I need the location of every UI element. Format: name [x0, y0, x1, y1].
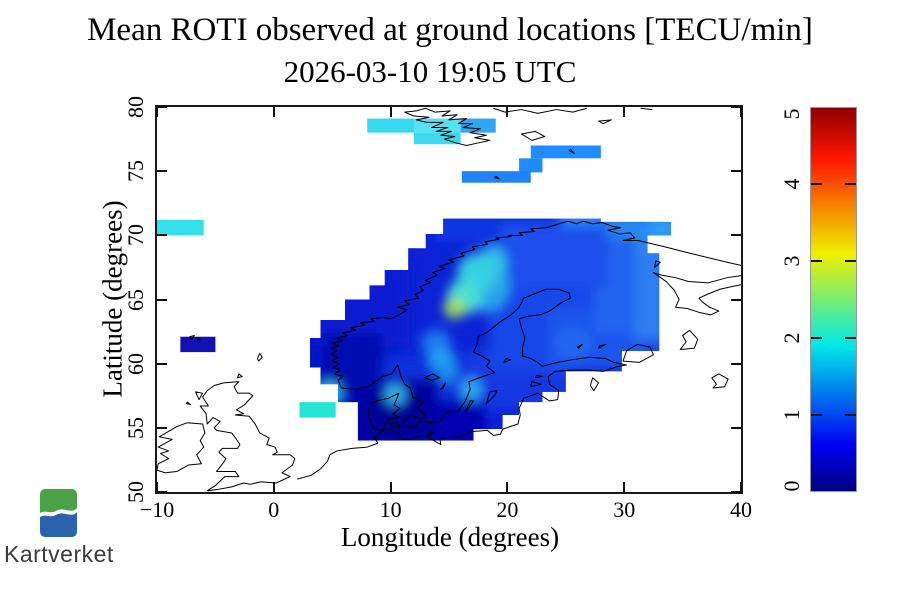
- y-tick-label: 55: [123, 416, 148, 439]
- logo-green-wave: [40, 489, 77, 513]
- coastlines-layer: [157, 108, 741, 490]
- colorbar-tick-right: [845, 183, 856, 185]
- colorbar-tick-left: [811, 337, 822, 339]
- y-tick-left: [157, 106, 167, 108]
- roti-isolated-patch: [519, 158, 543, 173]
- colorbar-tick-left: [811, 414, 822, 416]
- colorbar-tick-label: 0: [779, 480, 804, 492]
- x-tick-top: [389, 107, 392, 117]
- roti-bright-spot: [437, 362, 458, 383]
- roti-bright-spot: [443, 298, 467, 319]
- logo-blue-wave: [40, 512, 77, 537]
- y-tick-right: [731, 491, 741, 493]
- y-tick-left: [157, 426, 167, 429]
- coastline-spitsbergen: [405, 108, 490, 145]
- y-tick-label: 75: [123, 160, 148, 183]
- x-tick-label: 0: [268, 497, 280, 522]
- x-tick-bottom: [740, 482, 742, 492]
- y-tick-left: [157, 362, 167, 365]
- y-tick-label: 70: [123, 224, 148, 247]
- y-tick-label: 80: [123, 96, 148, 118]
- y-tick-left: [157, 170, 167, 173]
- x-tick-bottom: [506, 482, 509, 492]
- y-tick-left: [157, 234, 167, 237]
- chart-title: Mean ROTI observed at ground locations […: [87, 12, 813, 48]
- y-tick-right: [731, 106, 741, 108]
- x-tick-label: 30: [613, 497, 636, 522]
- coastline-baltic-islands: [389, 359, 542, 437]
- y-tick-right: [731, 426, 741, 429]
- x-axis-label: Longitude (degrees): [340, 522, 560, 552]
- colorbar-tick-label: 3: [779, 255, 804, 267]
- y-tick-right: [731, 362, 741, 365]
- colorbar-tick-label: 1: [779, 409, 804, 421]
- y-tick-left: [157, 491, 167, 493]
- colorbar: [810, 107, 857, 492]
- roti-isolated-patch: [299, 402, 336, 418]
- roti-isolated-patch: [530, 145, 601, 159]
- colorbar-tick-left: [811, 183, 822, 185]
- roti-isolated-patch: [157, 219, 204, 236]
- colorbar-tick-left: [811, 260, 822, 262]
- chart-subtitle: 2026-03-10 19:05 UTC: [283, 54, 577, 89]
- lakes-outlines: [424, 261, 728, 391]
- coastline-british-small-islands: [186, 335, 262, 404]
- roti-isolated-patch: [367, 118, 414, 133]
- colorbar-tick-label: 5: [779, 108, 804, 120]
- y-tick-label: 65: [123, 288, 148, 311]
- roti-bright-spot: [460, 377, 483, 401]
- y-tick-right: [731, 234, 741, 237]
- x-tick-top: [740, 107, 742, 117]
- x-tick-bottom: [623, 482, 626, 492]
- x-tick-label: 40: [730, 497, 752, 522]
- y-tick-left: [157, 298, 167, 301]
- plot-frame: [155, 105, 743, 494]
- colorbar-tick-label: 2: [779, 332, 804, 344]
- roti-isolated-patch: [413, 132, 461, 145]
- x-tick-top: [272, 107, 275, 117]
- roti-heatmap-layer: [157, 118, 671, 441]
- x-tick-label: 10: [379, 497, 402, 522]
- map-plot: [157, 107, 741, 492]
- x-tick-label: −10: [139, 497, 175, 522]
- y-tick-label: 50: [123, 481, 148, 503]
- kartverket-logo: [40, 489, 77, 537]
- kartverket-logo-text: Kartverket: [4, 541, 114, 567]
- coastline-ireland: [157, 423, 205, 473]
- x-tick-top: [156, 107, 158, 117]
- y-tick-right: [731, 298, 741, 301]
- x-tick-label: 20: [496, 497, 519, 522]
- x-tick-top: [506, 107, 509, 117]
- roti-isolated-patch: [460, 118, 496, 133]
- colorbar-tick-right: [845, 260, 856, 262]
- coastline-white-sea: [653, 273, 741, 315]
- roti-bright-spot: [554, 327, 592, 359]
- coastline-great-britain: [200, 382, 295, 491]
- x-tick-bottom: [389, 482, 392, 492]
- coastline-mainland-scandinavia: [297, 221, 741, 479]
- x-tick-top: [623, 107, 626, 117]
- roti-cell: [593, 218, 650, 241]
- x-tick-bottom: [272, 482, 275, 492]
- y-tick-right: [731, 170, 741, 173]
- x-tick-bottom: [156, 482, 158, 492]
- coastline-svalbard-small-islands: [493, 108, 652, 179]
- y-tick-label: 60: [123, 352, 148, 375]
- colorbar-tick-right: [845, 414, 856, 416]
- colorbar-tick-right: [845, 337, 856, 339]
- roti-isolated-patch: [180, 336, 216, 353]
- colorbar-tick-label: 4: [779, 178, 804, 190]
